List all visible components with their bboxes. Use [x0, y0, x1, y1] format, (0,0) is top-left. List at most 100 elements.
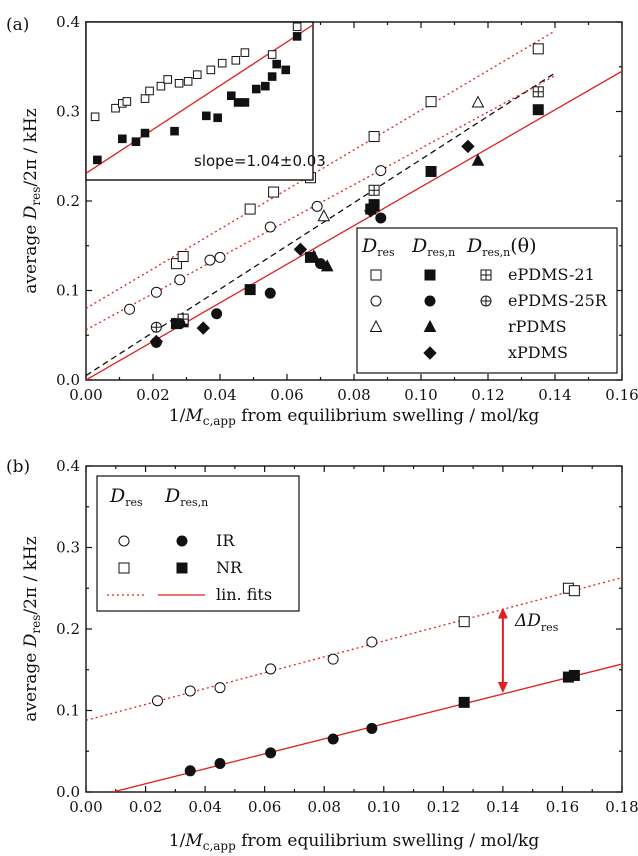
legend-marker-triangle-open: [369, 319, 383, 332]
legend-marker-square-filled: [176, 562, 188, 574]
inset-open-point: [206, 65, 216, 75]
y-tick-label: 0.4: [56, 13, 80, 31]
x-tick-label: 0.04: [203, 386, 236, 404]
data-point-circle-filled: [211, 308, 223, 320]
x-tick-label: 0.08: [337, 386, 370, 404]
x-tick-label: 0.12: [427, 798, 460, 816]
data-point-triangle-filled: [307, 249, 321, 262]
inset-open-point: [231, 56, 241, 65]
legend-marker-diamond-filled: [423, 346, 437, 360]
legend-a-row-rpdms: rPDMS: [508, 317, 567, 336]
inset-open-point: [111, 103, 120, 113]
inset-open-point: [240, 48, 250, 57]
data-point-circle-filled: [366, 722, 378, 734]
inset-filled-point: [170, 126, 179, 136]
legend-b-row-fits: lin. fits: [216, 585, 272, 604]
y-tick-label: 0.3: [56, 103, 80, 121]
inset-open-point: [192, 70, 202, 79]
inset-fit-line: [86, 24, 313, 174]
legend-a-header-1: Dres: [361, 235, 395, 259]
b-points: [151, 582, 580, 777]
data-point-square-open: [170, 258, 182, 270]
data-point-circle-filled: [265, 747, 277, 759]
data-point-circle-open: [327, 653, 339, 665]
data-point-circle-open: [375, 165, 387, 177]
y-tick-label: 0.2: [56, 192, 80, 210]
inset: slope=1.04±0.03: [85, 21, 326, 181]
delta-arrow-head-bottom: [497, 681, 508, 693]
legend-a-header-3: Dres,n(θ): [466, 235, 537, 259]
legend-marker-square-open: [118, 562, 130, 574]
x-tick-label: 0.12: [471, 386, 504, 404]
legend-b-row-nr: NR: [216, 558, 243, 577]
inset-open-point: [183, 77, 193, 86]
b-ticks: 0.00 0.02 0.04 0.06 0.08 0.10 0.12 0.14 0.16 0.18…: [56, 457, 638, 816]
data-point-circle-open: [151, 695, 163, 707]
legend-a-header-2: Dres,n: [411, 235, 455, 259]
inset-filled-point: [261, 81, 270, 91]
data-point-square-open: [425, 96, 437, 108]
x-tick-label: 0.06: [270, 386, 303, 404]
inset-fit-line: [86, 24, 313, 174]
x-tick-label: 0.14: [486, 798, 519, 816]
data-point-circle-open: [214, 682, 226, 694]
y-tick-label: 0.4: [56, 457, 80, 475]
data-point-circle-filled: [264, 287, 276, 299]
inset-filled-point: [226, 91, 236, 101]
data-point-circle-open: [311, 200, 323, 212]
fit-line: [86, 30, 556, 309]
data-point-triangle-open: [471, 95, 485, 108]
data-point-triangle-open: [317, 209, 331, 222]
data-point-circle-filled: [327, 733, 339, 745]
y-axis-title-a: average Dres/2π / kHz: [21, 108, 43, 293]
inset-filled-point: [213, 113, 222, 123]
delta-arrow-head-top: [497, 607, 508, 619]
data-point-circle-open: [124, 303, 136, 315]
a-points: [124, 43, 544, 349]
x-tick-label: 0.10: [404, 386, 437, 404]
data-point-circle-open: [264, 221, 276, 233]
data-point-circle-open: [214, 251, 226, 263]
data-point-square-filled: [244, 284, 256, 296]
x-tick-label: 0.00: [69, 386, 102, 404]
legend-marker-square-open: [370, 269, 382, 281]
inset-open-point: [145, 86, 154, 96]
inset-filled-point: [267, 72, 277, 81]
x-axis-title-a: 1/Mc,app from equilibrium swelling / mol…: [169, 406, 540, 428]
data-point-square-open: [368, 131, 380, 143]
data-point-square-filled: [458, 696, 470, 708]
inset-open-point: [122, 97, 132, 106]
data-point-circle-filled: [174, 318, 186, 330]
delta-d-arrow: [497, 607, 508, 693]
x-tick-label: 0.16: [605, 386, 638, 404]
data-point-square-open: [458, 616, 470, 628]
inset-filled-point: [118, 134, 127, 144]
inset-filled-point: [93, 155, 102, 165]
inset-filled-point: [240, 98, 250, 107]
fit-line: [86, 72, 556, 377]
inset-filled-point: [272, 59, 281, 69]
legend-b-header-1: Dres: [109, 485, 143, 509]
legend-a: Dres Dres,n Dres,n(θ) ePDMS-21 ePDMS-25R…: [356, 227, 618, 374]
legend-a-row-xpdms: xPDMS: [508, 343, 568, 362]
legend-b-markers: [107, 535, 205, 596]
data-point-circle-open: [204, 254, 216, 266]
legend-a-row-epdms21: ePDMS-21: [508, 265, 595, 284]
data-point-square-open: [568, 585, 580, 597]
panel-a: (a) 0.00 0.02 0.04 0.06 0.08 0.10 0.12 0.14 0.16…: [6, 13, 638, 428]
data-point-square-filled: [532, 104, 544, 116]
inset-filled-point: [202, 111, 211, 121]
inset-open-point: [90, 112, 100, 122]
inset-filled-point: [140, 128, 150, 138]
x-tick-label: 0.10: [367, 798, 400, 816]
data-point-circle-open: [184, 685, 196, 697]
data-point-square-filled: [425, 165, 437, 177]
data-point-circle-open: [174, 274, 186, 286]
x-tick-label: 0.14: [538, 386, 571, 404]
x-tick-label: 0.04: [188, 798, 221, 816]
x-tick-label: 0.08: [308, 798, 341, 816]
inset-open-point: [174, 78, 184, 88]
inset-slope-annotation: slope=1.04±0.03: [194, 152, 326, 170]
data-point-circle-filled: [375, 212, 387, 224]
data-point-square-open: [268, 186, 280, 198]
